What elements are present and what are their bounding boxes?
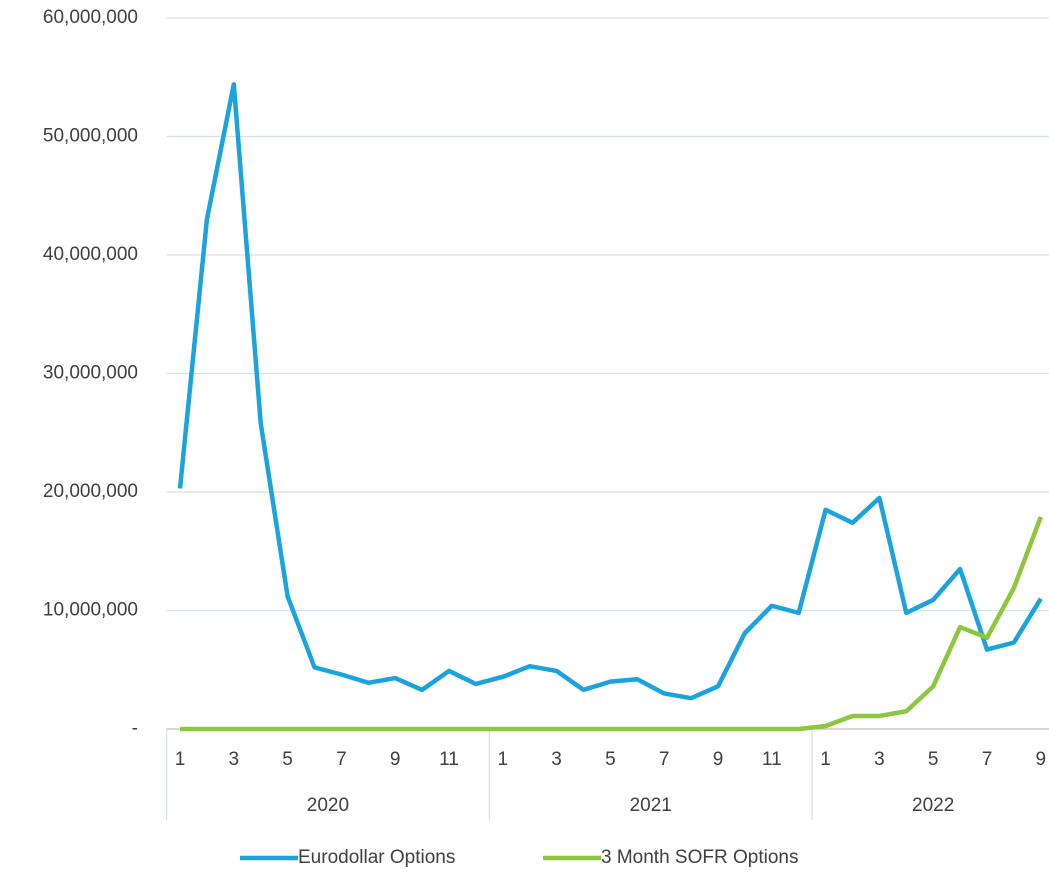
group-label: 2021 bbox=[630, 795, 672, 816]
series-line bbox=[177, 82, 1043, 701]
y-tick-label: 30,000,000 bbox=[43, 363, 138, 384]
x-tick-label: 7 bbox=[659, 749, 670, 770]
x-tick-label: 9 bbox=[713, 749, 724, 770]
x-tick-label: 1 bbox=[820, 749, 831, 770]
y-tick-label: - bbox=[132, 718, 138, 739]
x-tick-label: 7 bbox=[336, 749, 347, 770]
x-tick-label: 3 bbox=[874, 749, 885, 770]
x-tick-label: 11 bbox=[762, 749, 782, 770]
y-tick-label: 40,000,000 bbox=[43, 244, 138, 265]
group-label: 2020 bbox=[307, 795, 349, 816]
group-label: 2022 bbox=[912, 795, 954, 816]
x-tick-label: 9 bbox=[390, 749, 401, 770]
x-tick-label: 7 bbox=[982, 749, 993, 770]
x-tick-label: 11 bbox=[439, 749, 459, 770]
legend-label: 3 Month SOFR Options bbox=[601, 847, 798, 868]
x-tick-label: 5 bbox=[605, 749, 616, 770]
y-tick-label: 10,000,000 bbox=[43, 600, 138, 621]
x-tick-label: 5 bbox=[928, 749, 939, 770]
x-tick-label: 3 bbox=[551, 749, 562, 770]
x-tick-label: 9 bbox=[1036, 749, 1047, 770]
x-tick-label: 1 bbox=[175, 749, 186, 770]
x-tick-label: 3 bbox=[229, 749, 240, 770]
legend-label: Eurodollar Options bbox=[298, 847, 455, 868]
series-line bbox=[180, 516, 1043, 732]
x-tick-label: 1 bbox=[498, 749, 509, 770]
y-tick-label: 60,000,000 bbox=[43, 7, 138, 28]
y-tick-label: 20,000,000 bbox=[43, 481, 138, 502]
y-tick-label: 50,000,000 bbox=[43, 126, 138, 147]
x-tick-label: 5 bbox=[282, 749, 293, 770]
